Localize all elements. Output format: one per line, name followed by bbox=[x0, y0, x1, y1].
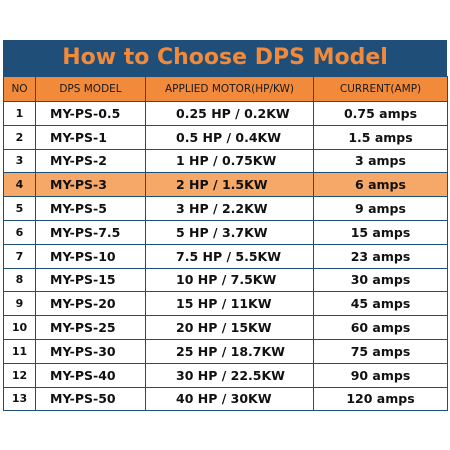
row-number: 9 bbox=[3, 291, 36, 317]
current-cell: 45 amps bbox=[313, 291, 448, 317]
row-number: 12 bbox=[3, 362, 36, 388]
model-cell: MY-PS-3 bbox=[35, 172, 146, 198]
model-cell: MY-PS-5 bbox=[35, 196, 146, 221]
current-cell: 90 amps bbox=[313, 362, 448, 388]
model-cell: MY-PS-2 bbox=[35, 148, 146, 174]
motor-cell: 0.5 HP / 0.4KW bbox=[145, 124, 314, 150]
current-cell: 75 amps bbox=[313, 338, 448, 364]
motor-cell: 20 HP / 15KW bbox=[145, 315, 314, 340]
title-banner: How to Choose DPS Model bbox=[3, 40, 447, 76]
model-cell: MY-PS-20 bbox=[35, 291, 146, 317]
current-cell: 9 amps bbox=[313, 196, 448, 221]
table-row: 5 MY-PS-5 3 HP / 2.2KW 9 amps bbox=[3, 196, 448, 221]
table-row: 4 MY-PS-3 2 HP / 1.5KW 6 amps bbox=[3, 172, 448, 198]
table-row: 9 MY-PS-20 15 HP / 11KW 45 amps bbox=[3, 291, 448, 317]
motor-cell: 10 HP / 7.5KW bbox=[145, 267, 314, 293]
motor-cell: 25 HP / 18.7KW bbox=[145, 338, 314, 364]
model-cell: MY-PS-0.5 bbox=[35, 101, 146, 126]
table-row: 2 MY-PS-1 0.5 HP / 0.4KW 1.5 amps bbox=[3, 124, 448, 150]
column-header-current: CURRENT(AMP) bbox=[313, 76, 448, 102]
table-row: 11 MY-PS-30 25 HP / 18.7KW 75 amps bbox=[3, 338, 448, 364]
dps-model-table: NO DPS MODEL APPLIED MOTOR(HP/KW) CURREN… bbox=[3, 76, 448, 412]
motor-cell: 30 HP / 22.5KW bbox=[145, 362, 314, 388]
current-cell: 23 amps bbox=[313, 243, 448, 269]
motor-cell: 5 HP / 3.7KW bbox=[145, 219, 314, 245]
table-row: 10 MY-PS-25 20 HP / 15KW 60 amps bbox=[3, 315, 448, 340]
current-cell: 3 amps bbox=[313, 148, 448, 174]
motor-cell: 40 HP / 30KW bbox=[145, 386, 314, 412]
row-number: 3 bbox=[3, 148, 36, 174]
column-header-motor: APPLIED MOTOR(HP/KW) bbox=[145, 76, 314, 102]
model-cell: MY-PS-10 bbox=[35, 243, 146, 269]
row-number: 10 bbox=[3, 315, 36, 340]
row-number: 4 bbox=[3, 172, 36, 198]
table-row: 7 MY-PS-10 7.5 HP / 5.5KW 23 amps bbox=[3, 243, 448, 269]
current-cell: 0.75 amps bbox=[313, 101, 448, 126]
table-row: 1 MY-PS-0.5 0.25 HP / 0.2KW 0.75 amps bbox=[3, 101, 448, 126]
column-header-model: DPS MODEL bbox=[35, 76, 146, 102]
current-cell: 1.5 amps bbox=[313, 124, 448, 150]
table-row: 8 MY-PS-15 10 HP / 7.5KW 30 amps bbox=[3, 267, 448, 293]
model-cell: MY-PS-1 bbox=[35, 124, 146, 150]
current-cell: 15 amps bbox=[313, 219, 448, 245]
row-number: 8 bbox=[3, 267, 36, 293]
current-cell: 120 amps bbox=[313, 386, 448, 412]
row-number: 6 bbox=[3, 219, 36, 245]
motor-cell: 15 HP / 11KW bbox=[145, 291, 314, 317]
current-cell: 60 amps bbox=[313, 315, 448, 340]
motor-cell: 0.25 HP / 0.2KW bbox=[145, 101, 314, 126]
motor-cell: 3 HP / 2.2KW bbox=[145, 196, 314, 221]
table-row: 3 MY-PS-2 1 HP / 0.75KW 3 amps bbox=[3, 148, 448, 174]
model-cell: MY-PS-50 bbox=[35, 386, 146, 412]
header-row: NO DPS MODEL APPLIED MOTOR(HP/KW) CURREN… bbox=[3, 76, 448, 102]
column-header-no: NO bbox=[3, 76, 36, 102]
model-cell: MY-PS-30 bbox=[35, 338, 146, 364]
row-number: 2 bbox=[3, 124, 36, 150]
current-cell: 6 amps bbox=[313, 172, 448, 198]
row-number: 5 bbox=[3, 196, 36, 221]
row-number: 11 bbox=[3, 338, 36, 364]
table-row: 13 MY-PS-50 40 HP / 30KW 120 amps bbox=[3, 386, 448, 412]
model-cell: MY-PS-40 bbox=[35, 362, 146, 388]
row-number: 1 bbox=[3, 101, 36, 126]
model-cell: MY-PS-7.5 bbox=[35, 219, 146, 245]
table-row: 6 MY-PS-7.5 5 HP / 3.7KW 15 amps bbox=[3, 219, 448, 245]
motor-cell: 7.5 HP / 5.5KW bbox=[145, 243, 314, 269]
row-number: 13 bbox=[3, 386, 36, 412]
table-title: How to Choose DPS Model bbox=[62, 45, 388, 70]
model-cell: MY-PS-15 bbox=[35, 267, 146, 293]
motor-cell: 1 HP / 0.75KW bbox=[145, 148, 314, 174]
current-cell: 30 amps bbox=[313, 267, 448, 293]
motor-cell: 2 HP / 1.5KW bbox=[145, 172, 314, 198]
model-cell: MY-PS-25 bbox=[35, 315, 146, 340]
table-row: 12 MY-PS-40 30 HP / 22.5KW 90 amps bbox=[3, 362, 448, 388]
row-number: 7 bbox=[3, 243, 36, 269]
table-body: 1 MY-PS-0.5 0.25 HP / 0.2KW 0.75 amps 2 MY-PS… bbox=[3, 101, 448, 412]
